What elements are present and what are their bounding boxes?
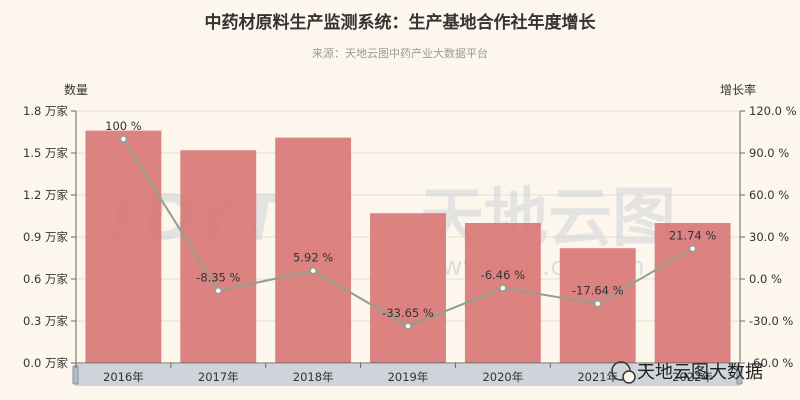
growth-point (593, 299, 602, 308)
growth-point (119, 135, 128, 143)
y-right-tick-label: 60.0 % (749, 188, 789, 202)
y-left-tick-label: 0.0 万家 (23, 356, 68, 370)
y-left-tick-label: 1.5 万家 (23, 146, 68, 160)
x-tick-label: 2016年 (103, 370, 144, 384)
growth-point (688, 244, 697, 253)
x-tick-label: 2017年 (198, 370, 239, 384)
growth-data-label: -6.46 % (481, 268, 525, 282)
y-right-tick-label: 30.0 % (749, 230, 789, 244)
bar (275, 137, 352, 363)
x-tick-label: 2022年 (672, 370, 713, 384)
growth-point (309, 266, 317, 275)
growth-point (214, 286, 223, 295)
zoom-handle-left[interactable] (72, 365, 79, 385)
y-right-tick-label: 90.0 % (749, 146, 789, 160)
axes: 0.0 万家 -60.0 % 0.3 万家 -30.0 % 0.6 万家 0.0 % 0.9… (23, 104, 797, 370)
growth-data-label: 100 % (105, 119, 142, 133)
bar (180, 150, 257, 363)
y-left-tick-label: 0.3 万家 (23, 314, 68, 328)
y-right-axis-name: 增长率 (720, 82, 756, 97)
growth-point (499, 284, 507, 292)
y-right-tick-label: 120.0 % (749, 104, 797, 118)
y-left-tick-label: 0.9 万家 (23, 230, 68, 244)
chart-title: 中药材原料生产监测系统：生产基地合作社年度增长 (205, 12, 597, 33)
x-tick-labels: 2016年 2017年 2018年 2019年 2020年 2021年 2022年 (75, 363, 713, 384)
x-tick-label: 2018年 (293, 370, 334, 384)
zoom-slider-track[interactable] (75, 364, 740, 386)
y-left-tick-label: 1.2 万家 (23, 188, 68, 202)
brand-text: 天地云图大数据 (637, 362, 763, 383)
y-left-axis-name: 数量 (64, 82, 88, 97)
bar (85, 130, 162, 363)
growth-data-label: -17.64 % (572, 284, 624, 298)
line-series: 100 % -8.35 % 5.92 % -33.65 % -6.46 % -17.64 … (105, 119, 717, 330)
growth-data-label: -33.65 % (382, 306, 434, 320)
y-left-tick-label: 1.8 万家 (23, 104, 68, 118)
x-tick-label: 2021年 (577, 370, 618, 384)
y-right-tick-label: 0.0 % (749, 272, 782, 286)
x-tick-label: 2019年 (388, 370, 429, 384)
growth-data-label: 5.92 % (293, 251, 333, 265)
chart-subtitle: 来源：天地云图中药产业大数据平台 (312, 46, 488, 60)
bar (370, 213, 446, 363)
wechat-icon-bubble (622, 370, 636, 384)
zoom-handle-right[interactable] (736, 365, 743, 385)
bar (654, 223, 731, 363)
zoom-slider[interactable] (72, 364, 743, 386)
brand-watermark: 天地云图大数据 (611, 361, 763, 384)
y-right-tick-label: -60.0 % (749, 356, 793, 370)
growth-point (404, 322, 412, 330)
y-right-tick-label: -30.0 % (749, 314, 793, 328)
growth-data-label: 21.74 % (669, 229, 717, 243)
x-tick-label: 2020年 (482, 370, 523, 384)
growth-data-label: -8.35 % (196, 271, 240, 285)
watermark-big-text: 天地云图 (420, 182, 676, 256)
y-left-tick-label: 0.6 万家 (23, 272, 68, 286)
